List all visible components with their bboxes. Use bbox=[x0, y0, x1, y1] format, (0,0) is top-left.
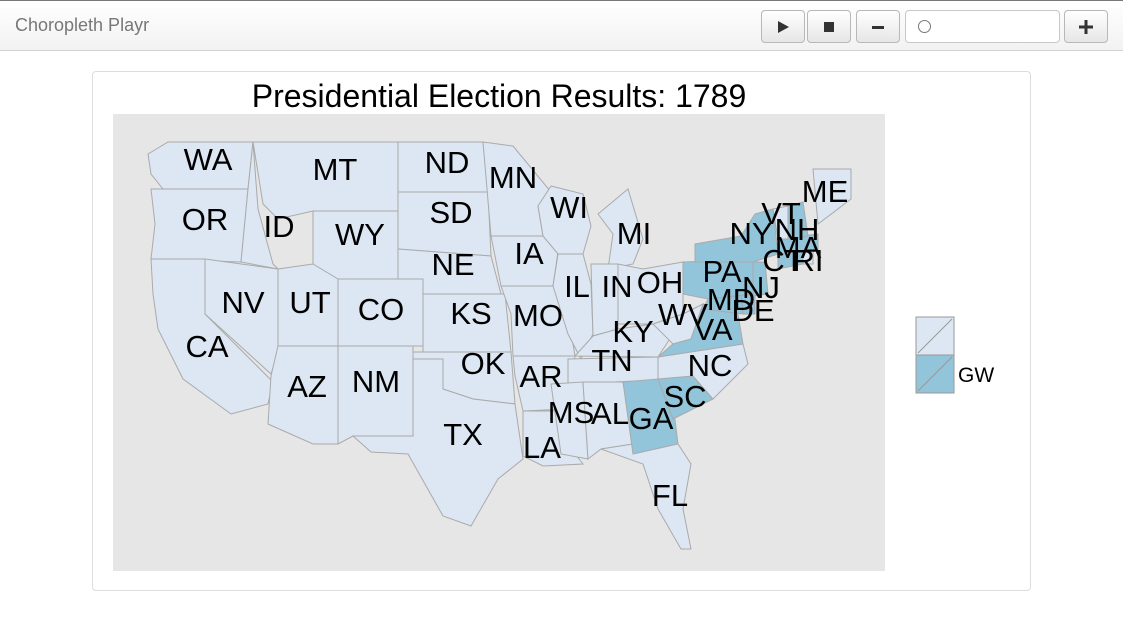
state-label-mt: MT bbox=[313, 152, 358, 187]
state-label-tx: TX bbox=[443, 417, 483, 452]
state-label-in: IN bbox=[602, 269, 633, 304]
state-label-al: AL bbox=[591, 396, 629, 431]
state-label-tn: TN bbox=[591, 343, 632, 378]
year-slider[interactable] bbox=[905, 10, 1060, 43]
play-button[interactable] bbox=[761, 10, 805, 43]
play-icon bbox=[778, 20, 789, 33]
state-label-ms: MS bbox=[548, 395, 595, 430]
legend bbox=[915, 316, 955, 394]
state-me bbox=[812, 168, 852, 225]
state-ny bbox=[694, 208, 779, 263]
state-label-nj: NJ bbox=[742, 270, 780, 305]
app-brand[interactable]: Choropleth Playr bbox=[15, 15, 150, 35]
slider-handle[interactable] bbox=[918, 20, 931, 33]
state-label-ar: AR bbox=[519, 359, 562, 394]
state-label-ny: NY bbox=[729, 216, 772, 251]
state-label-nm: NM bbox=[352, 364, 400, 399]
state-label-nv: NV bbox=[221, 285, 264, 320]
chart-title: Presidential Election Results: 1789 bbox=[251, 78, 747, 114]
state-label-sd: SD bbox=[429, 195, 472, 230]
legend-swatch-diagonal bbox=[917, 356, 953, 392]
state-label-pa: PA bbox=[702, 254, 741, 289]
plus-icon bbox=[1079, 19, 1093, 34]
state-label-id: ID bbox=[264, 209, 295, 244]
state-nh bbox=[787, 201, 809, 240]
state-wi bbox=[537, 185, 592, 255]
stop-button[interactable] bbox=[807, 10, 851, 43]
stop-icon bbox=[824, 21, 834, 32]
state-label-wv: WV bbox=[658, 297, 708, 332]
state-label-ks: KS bbox=[450, 296, 491, 331]
state-label-mn: MN bbox=[489, 160, 537, 195]
state-label-co: CO bbox=[358, 292, 405, 327]
plus-button[interactable] bbox=[1064, 10, 1108, 43]
minus-button[interactable] bbox=[856, 10, 900, 43]
state-label-ri: RI bbox=[793, 243, 824, 278]
minus-icon bbox=[872, 25, 884, 29]
state-label-oh: OH bbox=[637, 265, 684, 300]
state-ga bbox=[622, 378, 679, 455]
legend-swatch-diagonal bbox=[917, 318, 953, 354]
state-label-la: LA bbox=[523, 430, 561, 465]
navbar: Choropleth Playr bbox=[0, 0, 1123, 51]
state-label-wy: WY bbox=[335, 217, 385, 252]
state-label-ca: CA bbox=[185, 329, 228, 364]
state-label-il: IL bbox=[564, 269, 590, 304]
state-tx bbox=[351, 358, 524, 527]
state-label-ma: MA bbox=[775, 230, 822, 265]
legend-label-gw: GW bbox=[958, 364, 995, 387]
state-label-fl: FL bbox=[652, 478, 688, 513]
state-va bbox=[656, 303, 744, 358]
state-label-wa: WA bbox=[184, 142, 233, 177]
state-label-nc: NC bbox=[688, 348, 733, 383]
state-label-nh: NH bbox=[775, 212, 820, 247]
state-label-ky: KY bbox=[612, 314, 653, 349]
state-label-ia: IA bbox=[514, 236, 544, 271]
state-label-az: AZ bbox=[287, 369, 327, 404]
state-label-md: MD bbox=[707, 282, 755, 317]
state-label-de: DE bbox=[731, 293, 774, 328]
state-label-va: VA bbox=[693, 312, 732, 347]
state-label-mo: MO bbox=[513, 298, 563, 333]
state-label-sc: SC bbox=[663, 379, 706, 414]
state-label-wi: WI bbox=[550, 190, 588, 225]
state-label-mi: MI bbox=[617, 216, 651, 251]
state-label-ga: GA bbox=[629, 401, 674, 436]
state-label-ok: OK bbox=[461, 346, 506, 381]
state-label-ct: CT bbox=[762, 243, 803, 278]
state-label-nd: ND bbox=[425, 145, 470, 180]
state-mi bbox=[597, 188, 644, 270]
state-label-ut: UT bbox=[289, 285, 330, 320]
state-label-or: OR bbox=[182, 202, 229, 237]
state-label-me: ME bbox=[802, 174, 849, 209]
state-label-ne: NE bbox=[431, 247, 474, 282]
state-label-vt: VT bbox=[761, 196, 801, 231]
